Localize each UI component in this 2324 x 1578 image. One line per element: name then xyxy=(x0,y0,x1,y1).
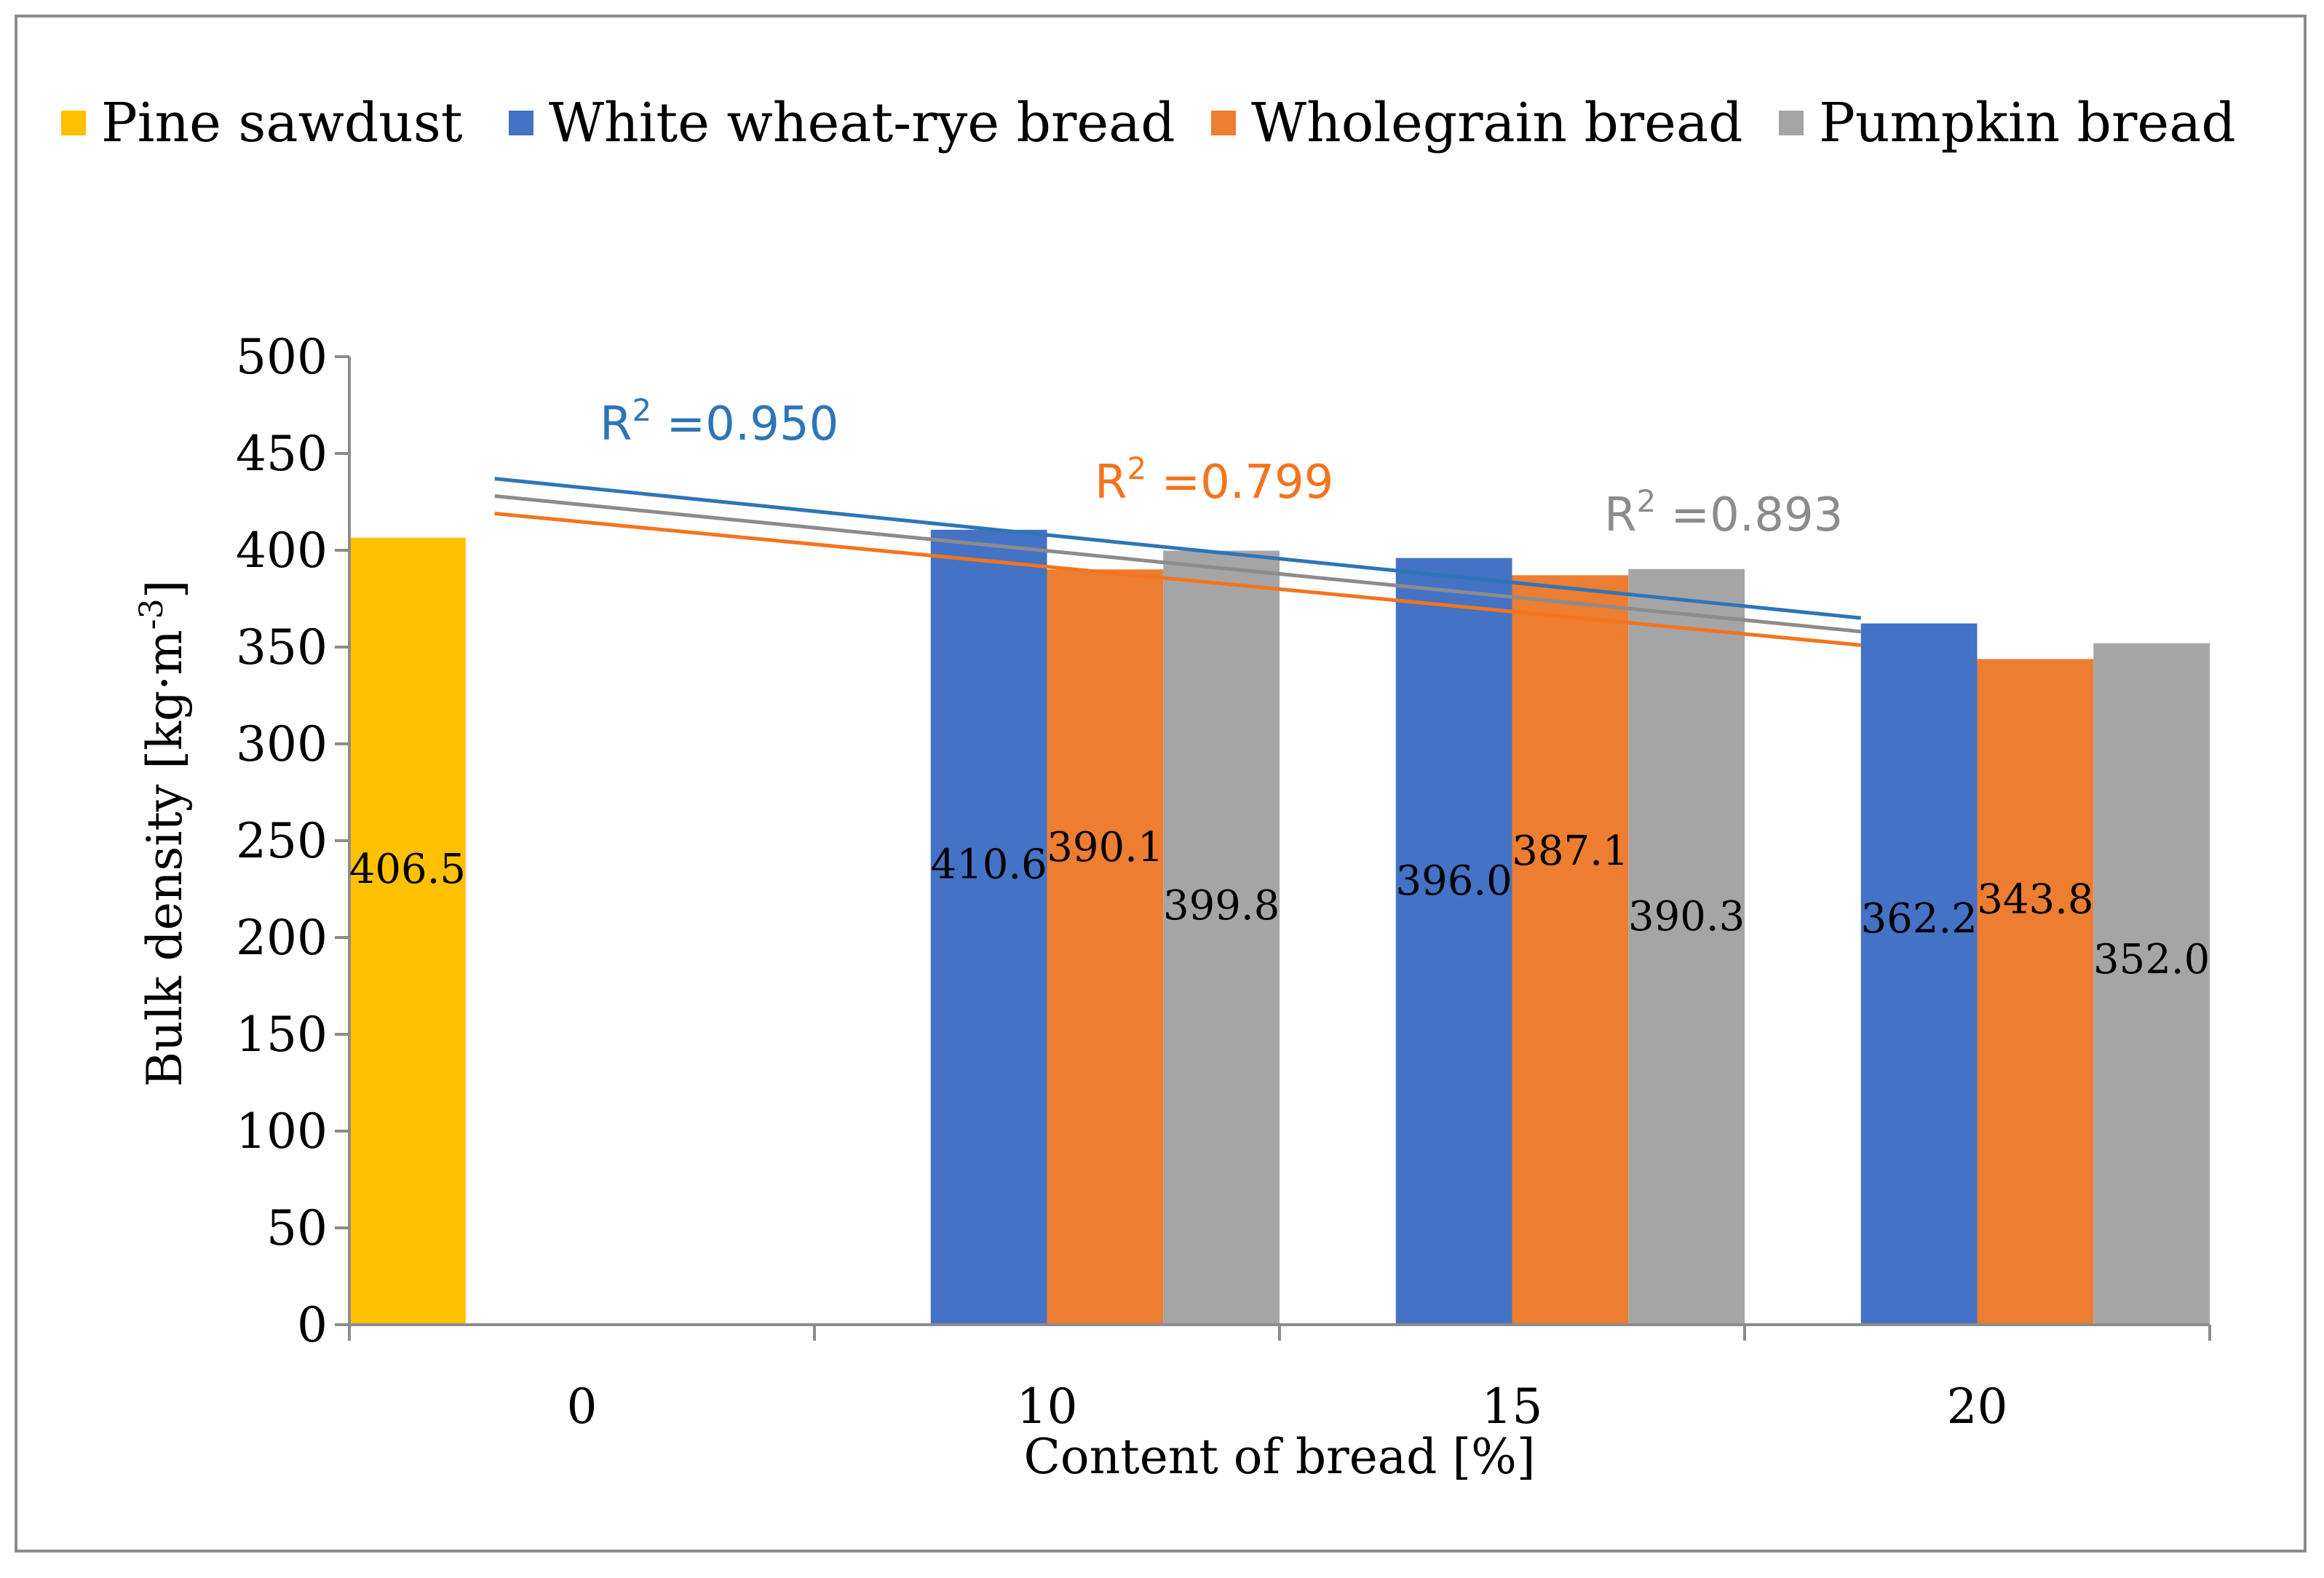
axes: 0 50 100 150 200 250 300 350 400 450 500 0 10 15 20 xyxy=(236,329,2211,1435)
data-label-white-wheat-rye-bread-15: 396.0 xyxy=(1395,857,1512,905)
data-label-wholegrain-bread-10: 390.1 xyxy=(1047,824,1163,871)
trendline-wholegrain-bread xyxy=(494,511,1861,647)
r2-annotations: R2 =0.950 R2 =0.799 R2 =0.893 xyxy=(600,392,1843,542)
y-tick-label-350: 350 xyxy=(236,619,328,675)
r2-label-pumpkin-bread: R2 =0.893 xyxy=(1604,483,1843,542)
chart-frame: Pine sawdust White wheat-rye bread Wholegr… xyxy=(15,15,2307,1553)
data-label-pine-sawdust-0: 406.5 xyxy=(349,846,466,893)
data-label-wholegrain-bread-20: 343.8 xyxy=(1977,876,2093,924)
x-tick-label-20: 20 xyxy=(1947,1379,2008,1435)
legend-label-wholegrain-bread: Wholegrain bread xyxy=(1251,92,1742,154)
data-label-wholegrain-bread-15: 387.1 xyxy=(1512,828,1628,875)
bar-white-wheat-rye-bread-20 xyxy=(1860,623,1978,1325)
bar-pumpkin-bread-20 xyxy=(2093,643,2210,1325)
legend-swatch-white-wheat-rye-bread xyxy=(509,111,534,135)
data-label-white-wheat-rye-bread-10: 410.6 xyxy=(930,841,1047,889)
bar-labels: 406.5 410.6 396.0 362.2 390.1 387.1 343.8 399.8… xyxy=(349,824,2210,983)
legend-swatch-wholegrain-bread xyxy=(1211,111,1236,135)
r2-label-white-wheat-rye-bread: R2 =0.950 xyxy=(600,392,838,451)
y-tick-label-400: 400 xyxy=(236,523,328,579)
y-tick-label-300: 300 xyxy=(236,716,328,772)
legend: Pine sawdust White wheat-rye bread Wholegr… xyxy=(61,92,2236,154)
y-tick-label-500: 500 xyxy=(236,329,328,385)
data-label-white-wheat-rye-bread-20: 362.2 xyxy=(1860,895,1977,943)
bar-wholegrain-bread-15 xyxy=(1512,575,1629,1325)
x-tick-label-0: 0 xyxy=(567,1379,598,1435)
legend-label-pumpkin-bread: Pumpkin bread xyxy=(1819,92,2236,154)
legend-label-white-wheat-rye-bread: White wheat-rye bread xyxy=(549,92,1175,154)
y-tick-label-200: 200 xyxy=(236,910,328,966)
y-tick-label-250: 250 xyxy=(236,813,328,869)
legend-swatch-pumpkin-bread xyxy=(1779,111,1804,135)
bar-pine-sawdust-0 xyxy=(349,537,466,1325)
x-tick-label-10: 10 xyxy=(1017,1379,1078,1435)
bulk-density-chart: Pine sawdust White wheat-rye bread Wholegr… xyxy=(61,92,2236,1485)
trendline-white-wheat-rye-bread xyxy=(494,477,1862,620)
legend-label-pine-sawdust: Pine sawdust xyxy=(101,92,463,154)
y-axis-title: Bulk density [kg·m-3] xyxy=(133,580,193,1087)
x-axis-title: Content of bread [%] xyxy=(1023,1429,1535,1485)
bar-pumpkin-bread-10 xyxy=(1163,550,1280,1325)
y-tick-label-100: 100 xyxy=(236,1103,328,1159)
bar-wholegrain-bread-20 xyxy=(1977,659,2094,1325)
legend-swatch-pine-sawdust xyxy=(61,111,86,135)
data-label-pumpkin-bread-10: 399.8 xyxy=(1163,882,1280,929)
y-tick-label-50: 50 xyxy=(266,1200,328,1256)
y-tick-label-150: 150 xyxy=(236,1007,328,1063)
bar-pumpkin-bread-15 xyxy=(1628,568,1745,1325)
x-tick-label-15: 15 xyxy=(1482,1379,1543,1435)
bar-white-wheat-rye-bread-10 xyxy=(930,529,1047,1325)
y-tick-label-0: 0 xyxy=(297,1297,328,1353)
data-label-pumpkin-bread-20: 352.0 xyxy=(2093,936,2210,983)
trendline-pumpkin-bread xyxy=(494,494,1861,634)
y-tick-label-450: 450 xyxy=(236,426,328,482)
r2-label-wholegrain-bread: R2 =0.799 xyxy=(1095,451,1333,510)
bar-wholegrain-bread-10 xyxy=(1047,569,1164,1325)
bars xyxy=(349,529,2210,1325)
trendlines xyxy=(494,477,1862,647)
bar-white-wheat-rye-bread-15 xyxy=(1395,558,1512,1325)
data-label-pumpkin-bread-15: 390.3 xyxy=(1628,893,1745,940)
